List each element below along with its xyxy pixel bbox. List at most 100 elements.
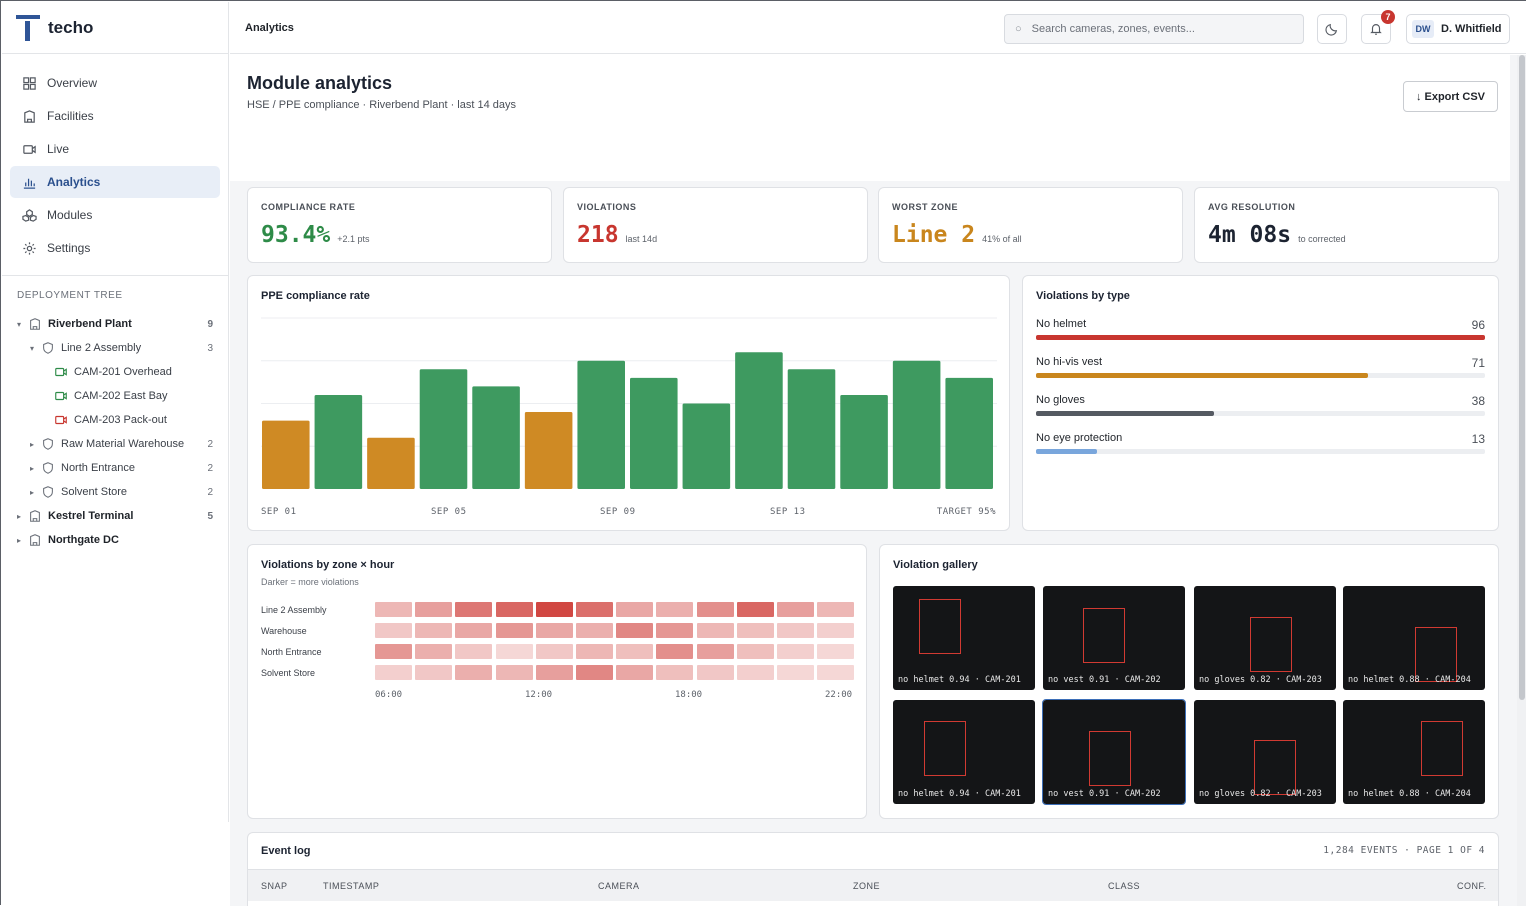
heatmap-cell[interactable]: [736, 644, 774, 659]
heatmap-cell[interactable]: [375, 623, 412, 638]
nav-item-facilities[interactable]: Facilities: [10, 100, 220, 132]
heatmap-cell[interactable]: [576, 602, 613, 617]
caret-right-icon[interactable]: ▸: [29, 487, 34, 497]
heatmap-cell[interactable]: [736, 602, 774, 617]
nav-item-overview[interactable]: Overview: [10, 67, 220, 99]
tree-camera-cam-202[interactable]: CAM-202 East Bay: [2, 384, 228, 408]
gallery-thumbnail[interactable]: no helmet 0.94 · CAM-201: [893, 700, 1035, 804]
column-header-confidence[interactable]: CONF.: [1457, 881, 1487, 891]
brand[interactable]: techo: [2, 2, 228, 54]
nav-item-analytics[interactable]: Analytics: [10, 166, 220, 198]
heatmap-cell[interactable]: [777, 602, 814, 617]
heatmap-cell[interactable]: [696, 665, 734, 680]
gallery-thumbnail-selected[interactable]: no vest 0.91 · CAM-202: [1042, 699, 1186, 805]
heatmap-cell[interactable]: [495, 665, 533, 680]
column-header-timestamp[interactable]: TIMESTAMP: [323, 881, 380, 891]
heatmap-cell[interactable]: [696, 602, 734, 617]
caret-right-icon[interactable]: ▸: [29, 463, 34, 473]
heatmap-cell[interactable]: [375, 665, 412, 680]
scrollbar[interactable]: [1517, 55, 1526, 906]
compliance-bar[interactable]: [314, 394, 363, 489]
compliance-bar[interactable]: [577, 360, 625, 489]
heatmap-cell[interactable]: [495, 623, 533, 638]
nav-item-settings[interactable]: Settings: [10, 232, 220, 264]
heatmap-cell[interactable]: [576, 665, 613, 680]
search-input[interactable]: ○ Search cameras, zones, events...: [1004, 14, 1304, 44]
compliance-bar[interactable]: [735, 352, 783, 489]
heatmap-cell[interactable]: [777, 644, 814, 659]
heatmap-cell[interactable]: [455, 644, 493, 659]
nav-item-modules[interactable]: Modules: [10, 199, 220, 231]
nav-item-live[interactable]: Live: [10, 133, 220, 165]
heatmap-cell[interactable]: [576, 644, 613, 659]
compliance-bar[interactable]: [472, 386, 520, 489]
heatmap-cell[interactable]: [455, 623, 493, 638]
tree-zone-line-2-assembly[interactable]: ▾ Line 2 Assembly 3: [2, 336, 228, 360]
gallery-thumbnail[interactable]: no gloves 0.82 · CAM-203: [1194, 586, 1336, 690]
tree-site-northgate-dc[interactable]: ▸ Northgate DC: [2, 528, 228, 552]
heatmap-cell[interactable]: [415, 623, 453, 638]
compliance-bar[interactable]: [945, 377, 993, 489]
tree-zone-solvent-store[interactable]: ▸ Solvent Store 2: [2, 480, 228, 504]
heatmap-cell[interactable]: [616, 602, 654, 617]
heatmap-cell[interactable]: [415, 665, 453, 680]
compliance-bar[interactable]: [787, 369, 836, 489]
heatmap-cell[interactable]: [777, 623, 814, 638]
compliance-bar[interactable]: [682, 403, 731, 490]
heatmap-cell[interactable]: [375, 644, 412, 659]
heatmap-cell[interactable]: [817, 644, 855, 659]
caret-down-icon[interactable]: ▾: [29, 343, 34, 353]
heatmap-cell[interactable]: [817, 665, 855, 680]
compliance-bar[interactable]: [419, 369, 468, 489]
gallery-thumbnail[interactable]: no vest 0.91 · CAM-202: [1043, 586, 1185, 690]
heatmap-cell[interactable]: [656, 602, 694, 617]
tree-camera-cam-201[interactable]: CAM-201 Overhead: [2, 360, 228, 384]
tree-camera-cam-203[interactable]: CAM-203 Pack-out: [2, 408, 228, 432]
heatmap-cell[interactable]: [535, 665, 573, 680]
tree-site-kestrel-terminal[interactable]: ▸ Kestrel Terminal 5: [2, 504, 228, 528]
compliance-bar[interactable]: [262, 420, 310, 489]
compliance-bar[interactable]: [840, 394, 888, 489]
heatmap-cell[interactable]: [535, 623, 573, 638]
heatmap-cell[interactable]: [777, 665, 814, 680]
gallery-thumbnail[interactable]: no helmet 0.88 · CAM-204: [1343, 586, 1485, 690]
heatmap-cell[interactable]: [616, 623, 654, 638]
scrollbar-thumb[interactable]: [1519, 55, 1525, 700]
heatmap-cell[interactable]: [495, 644, 533, 659]
heatmap-cell[interactable]: [415, 644, 453, 659]
heatmap-cell[interactable]: [535, 602, 573, 617]
heatmap-cell[interactable]: [535, 644, 573, 659]
heatmap-cell[interactable]: [736, 665, 774, 680]
tree-site-riverbend-plant[interactable]: ▾ Riverbend Plant 9: [2, 312, 228, 336]
heatmap-cell[interactable]: [656, 623, 694, 638]
heatmap-cell[interactable]: [696, 623, 734, 638]
gallery-thumbnail[interactable]: no helmet 0.94 · CAM-201: [893, 586, 1035, 690]
heatmap-cell[interactable]: [616, 644, 654, 659]
heatmap-cell[interactable]: [656, 644, 694, 659]
heatmap-cell[interactable]: [455, 602, 493, 617]
heatmap-cell[interactable]: [656, 665, 694, 680]
heatmap-cell[interactable]: [415, 602, 453, 617]
tree-zone-north-entrance[interactable]: ▸ North Entrance 2: [2, 456, 228, 480]
caret-down-icon[interactable]: ▾: [16, 319, 21, 329]
compliance-bar[interactable]: [367, 437, 415, 489]
compliance-bar[interactable]: [630, 377, 678, 489]
gallery-thumbnail[interactable]: no helmet 0.88 · CAM-204: [1343, 700, 1485, 804]
theme-toggle-button[interactable]: [1317, 14, 1347, 44]
caret-right-icon[interactable]: ▸: [16, 511, 21, 521]
column-header-snap[interactable]: SNAP: [261, 881, 288, 891]
heatmap-cell[interactable]: [495, 602, 533, 617]
tree-zone-raw-material-warehouse[interactable]: ▸ Raw Material Warehouse 2: [2, 432, 228, 456]
heatmap-cell[interactable]: [576, 623, 613, 638]
export-csv-button[interactable]: ↓ Export CSV: [1403, 81, 1498, 112]
heatmap-cell[interactable]: [696, 644, 734, 659]
column-header-zone[interactable]: ZONE: [853, 881, 881, 891]
heatmap-cell[interactable]: [817, 623, 855, 638]
column-header-class[interactable]: CLASS: [1108, 881, 1141, 891]
breadcrumb[interactable]: Analytics: [245, 22, 294, 34]
heatmap-cell[interactable]: [455, 665, 493, 680]
heatmap-cell[interactable]: [616, 665, 654, 680]
heatmap-cell[interactable]: [375, 602, 412, 617]
notifications-button[interactable]: 7: [1361, 10, 1395, 44]
caret-right-icon[interactable]: ▸: [16, 535, 21, 545]
